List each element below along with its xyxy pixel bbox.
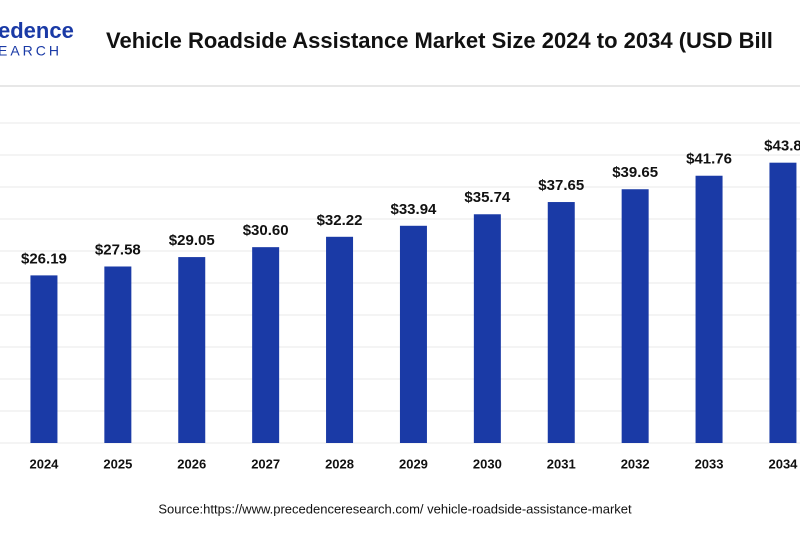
value-label: $41.76 — [686, 151, 732, 168]
source-note: Source:https://www.precedenceresearch.co… — [158, 501, 632, 516]
value-label: $30.60 — [243, 222, 289, 239]
bar — [252, 247, 280, 443]
value-label: $27.58 — [95, 241, 141, 258]
value-label: $43.8 — [764, 138, 800, 155]
x-tick-label: 2025 — [103, 456, 132, 471]
x-tick-label: 2028 — [325, 456, 354, 471]
value-label: $29.05 — [169, 232, 215, 249]
bar — [326, 236, 354, 443]
value-label: $37.65 — [538, 177, 584, 194]
logo-text: edence — [0, 18, 74, 43]
x-tick-label: 2033 — [695, 456, 724, 471]
bar — [769, 162, 797, 443]
bar — [473, 214, 501, 443]
logo-subtext: EARCH — [0, 43, 62, 59]
x-tick-label: 2024 — [29, 456, 59, 471]
bar — [104, 266, 132, 443]
x-tick-label: 2032 — [621, 456, 650, 471]
bar — [621, 189, 649, 443]
bar — [547, 202, 575, 443]
value-label: $39.65 — [612, 164, 658, 181]
x-tick-label: 2031 — [547, 456, 576, 471]
bar — [30, 275, 58, 443]
x-tick-label: 2029 — [399, 456, 428, 471]
chart-title: Vehicle Roadside Assistance Market Size … — [106, 28, 773, 53]
x-tick-label: 2034 — [768, 456, 798, 471]
x-tick-label: 2030 — [473, 456, 502, 471]
bar — [399, 225, 427, 443]
bar — [178, 257, 206, 443]
bar — [695, 175, 723, 443]
value-label: $33.94 — [391, 201, 438, 218]
x-tick-label: 2026 — [177, 456, 206, 471]
value-label: $26.19 — [21, 250, 67, 267]
x-tick-label: 2027 — [251, 456, 280, 471]
value-label: $32.22 — [317, 212, 363, 229]
value-label: $35.74 — [464, 189, 511, 206]
